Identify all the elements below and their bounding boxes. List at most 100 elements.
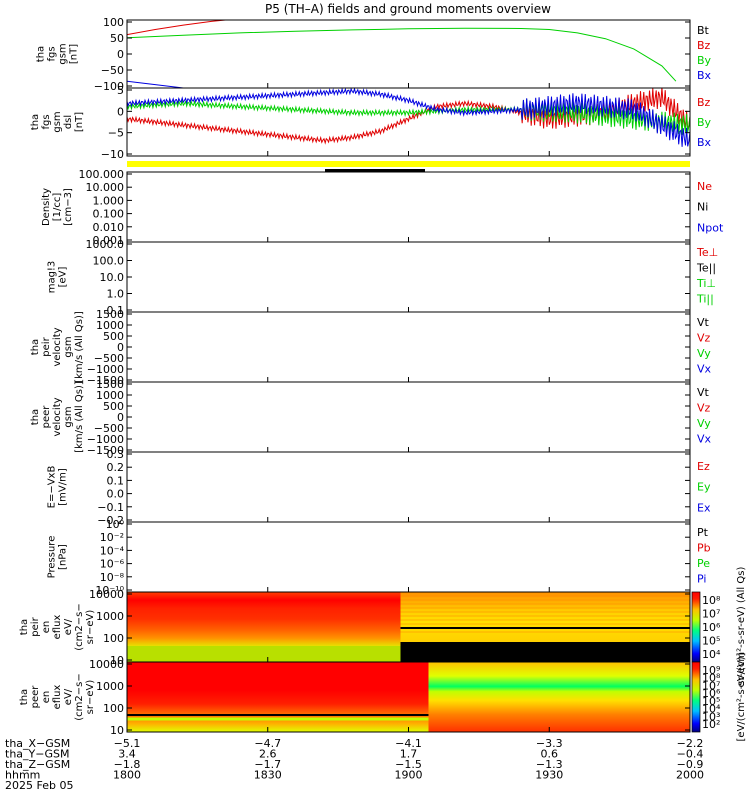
y-axis-label-line: tha (30, 339, 41, 355)
y-tick-label: −1500 (87, 444, 124, 457)
y-tick-label: 1000 (96, 319, 124, 332)
y-tick-label: 0.001 (93, 234, 125, 247)
y-tick-label: −100 (94, 80, 124, 93)
y-tick-label: 10⁻⁸ (100, 571, 125, 584)
colorbar-label: eV/(cm²-s-sr-eV) (All Qs) (736, 567, 747, 688)
panel-frame (126, 311, 691, 383)
legend-ti||: Ti|| (696, 293, 714, 306)
x-axis-value: 0.6 (541, 748, 559, 761)
y-tick-label: 1.0 (107, 288, 125, 301)
y-axis-label-line: tha (19, 689, 30, 705)
y-tick-label: −1500 (87, 374, 124, 387)
x-axis-value: −0.4 (677, 748, 704, 761)
y-axis-label-line: eflux (52, 615, 63, 640)
y-axis-label-line: velocity (52, 397, 63, 436)
y-axis-label-line: Density (41, 188, 52, 226)
series-group (127, 20, 677, 88)
heatmap-right-black (400, 642, 690, 662)
y-tick-label: 10 (110, 654, 124, 667)
y-axis-label-line: en (41, 691, 52, 704)
y-tick-label: 10 (110, 724, 124, 737)
y-tick-label: 0.0 (107, 488, 125, 501)
panel-frame (126, 451, 691, 523)
y-axis-label-line: eV/ (63, 688, 74, 705)
colorbar-tick-label: 10⁸ (702, 672, 721, 685)
panel-frame (126, 521, 691, 593)
x-axis-value: −1.7 (254, 758, 281, 771)
y-tick-label: −50 (101, 64, 124, 77)
y-tick-label: 10000 (89, 588, 124, 601)
legend-bt: Bt (697, 24, 710, 37)
y-tick-label: 1000 (96, 610, 124, 623)
y-tick-label: 1.000 (93, 194, 125, 207)
y-tick-label: −500 (94, 352, 124, 365)
panel-fgs_gsm: 100 50 0 −50 −100 tha fgs gsm [nT] Bt Bz By Bx (36, 16, 712, 93)
y-axis-label-line: [mV/m] (58, 468, 69, 506)
legend-vx: Vx (697, 363, 712, 376)
legend-vy: Vy (697, 417, 711, 430)
legend-bz: Bz (697, 96, 711, 109)
y-tick-label: 0 (117, 341, 124, 354)
legend-vy: Vy (697, 347, 711, 360)
y-tick-label: 500 (103, 330, 124, 343)
y-axis-label-line: dsl (63, 115, 74, 129)
x-axis-value: 1830 (254, 769, 282, 782)
y-axis-label-line: (cm2−s− (74, 603, 85, 650)
y-axis-label-line: peir (30, 616, 41, 636)
x-axis-date: 2025 Feb 05 (5, 779, 73, 792)
x-axis-value: 2000 (676, 769, 704, 782)
x-axis-row-label: tha_Z−GSM (5, 758, 70, 771)
y-axis-label-line: [1/cc] (52, 193, 63, 222)
y-axis-label-line: tha (30, 114, 41, 130)
x-axis-row-label: tha_Y−GSM (5, 748, 69, 761)
series-bz (127, 20, 231, 36)
colorbar-tick-label: 10⁸ (702, 594, 721, 607)
y-tick-label: 1500 (96, 378, 124, 391)
heatmap-left-block (127, 592, 401, 646)
heatmap-right-block (428, 662, 690, 732)
colorbar (691, 591, 701, 663)
y-tick-label: −0.1 (97, 501, 124, 514)
x-axis-value: −4.7 (254, 737, 281, 750)
flag-bar (127, 161, 690, 167)
y-axis-label-line: gsm (63, 336, 74, 357)
y-axis-label-line: tha (30, 409, 41, 425)
y-tick-label: 100.0 (93, 255, 125, 268)
y-tick-label: 1000.0 (86, 238, 125, 251)
y-tick-label: 1500 (96, 308, 124, 321)
y-tick-label: 0 (117, 105, 124, 118)
y-axis-label-line: [nPa] (58, 544, 69, 570)
colorbar-tick-label: 10⁶ (702, 621, 721, 634)
y-axis-label-line: [eV] (58, 267, 69, 288)
y-tick-label: 0.1 (107, 304, 125, 317)
legend-pe: Pe (697, 557, 710, 570)
legend-npot: Npot (697, 221, 724, 234)
y-axis-label-line: [cm−3] (63, 188, 74, 226)
y-axis-label-line: tha (19, 619, 30, 635)
y-axis-label-line: (cm2−s− (74, 673, 85, 720)
flag-mark (325, 169, 425, 172)
series-by (127, 27, 677, 82)
y-tick-label: 100.000 (79, 168, 125, 181)
y-axis-label-line: peer (41, 405, 52, 429)
x-axis-row-label: tha_X−GSM (5, 737, 70, 750)
y-axis-label-line: gsm (52, 111, 63, 132)
panel-efield: 0.30.20.10.0−0.1−0.2 E=−VxB [mV/m] Ez Ey Ex (47, 448, 711, 527)
colorbar-tick-label: 10⁹ (702, 664, 720, 677)
colorbar-tick-label: 10⁴ (702, 703, 721, 716)
y-tick-label: 100 (103, 632, 124, 645)
plot-title: P5 (TH–A) fields and ground moments over… (265, 2, 551, 16)
legend-ez: Ez (697, 460, 710, 473)
y-axis-label-line: peir (41, 336, 52, 356)
legend-pb: Pb (697, 542, 711, 555)
y-axis-label-line: mag!3 (47, 261, 58, 294)
legend-ne: Ne (697, 180, 712, 193)
panel-frame (126, 241, 691, 313)
legend-vz: Vz (697, 402, 711, 415)
y-axis-label-line: velocity (52, 327, 63, 366)
